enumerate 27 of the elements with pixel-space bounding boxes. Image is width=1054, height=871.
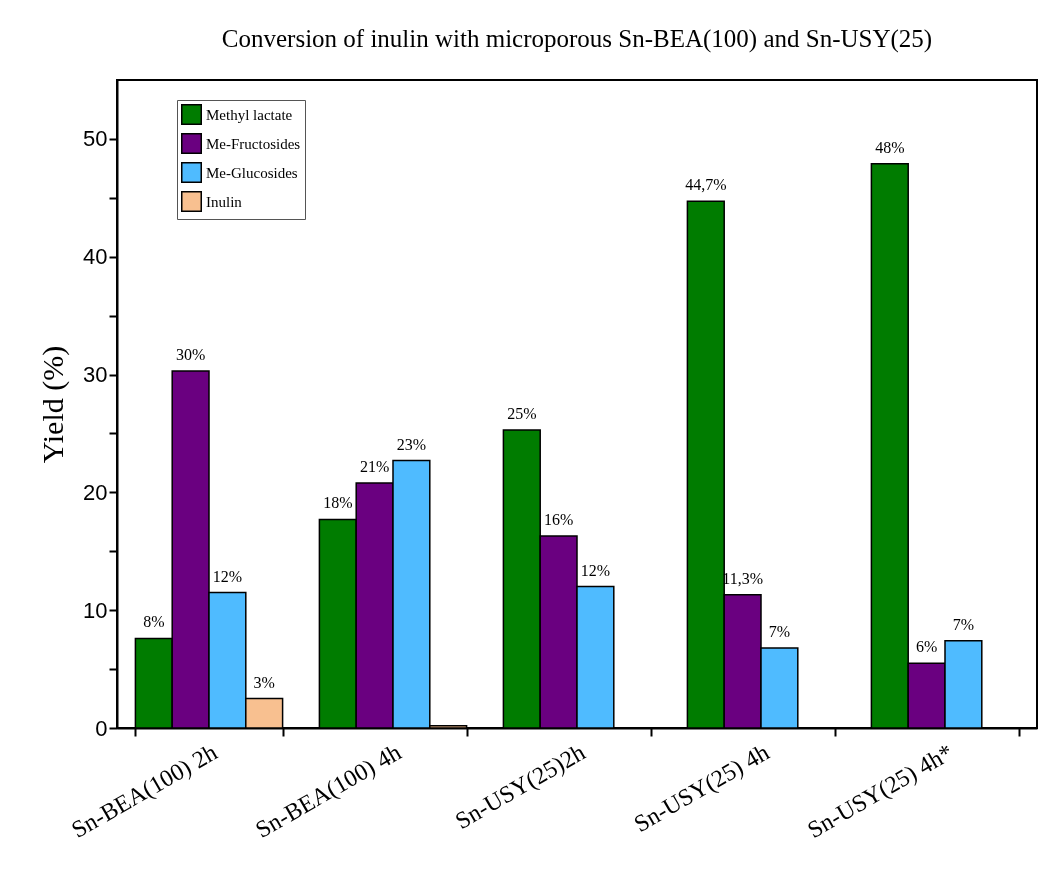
y-tick-label: 20 — [83, 479, 108, 505]
y-tick-label: 10 — [83, 597, 108, 623]
legend-label: Methyl lactate — [206, 106, 293, 123]
data-label: 44,7% — [685, 176, 727, 194]
data-label: 16% — [543, 510, 574, 528]
legend-label: Me-Glucosides — [206, 164, 298, 181]
data-label: 12% — [580, 561, 611, 579]
data-label: 48% — [875, 138, 905, 156]
data-label: 12% — [212, 567, 243, 585]
data-label: 8% — [143, 613, 165, 631]
data-label: 25% — [507, 404, 537, 422]
y-axis-title: Yield (%) — [36, 345, 71, 464]
data-label: 23% — [396, 435, 427, 453]
data-label: 30% — [175, 346, 206, 364]
data-label: 21% — [359, 457, 390, 475]
data-label: 7% — [952, 615, 975, 633]
y-tick-label: 40 — [83, 244, 108, 270]
y-tick-label: 30 — [83, 362, 108, 388]
legend-label: Me-Fructosides — [206, 135, 301, 152]
data-label: 6% — [915, 638, 938, 656]
y-tick-label: 50 — [83, 126, 108, 152]
y-tick-label: 0 — [95, 715, 108, 741]
chart-title: Conversion of inulin with microporous Sn-BEA(100) and Sn-USY(25) — [221, 25, 933, 53]
data-label: 7% — [768, 622, 791, 640]
data-label: 3% — [253, 673, 275, 691]
data-label: 18% — [323, 494, 353, 512]
legend-label: Inulin — [206, 193, 243, 210]
